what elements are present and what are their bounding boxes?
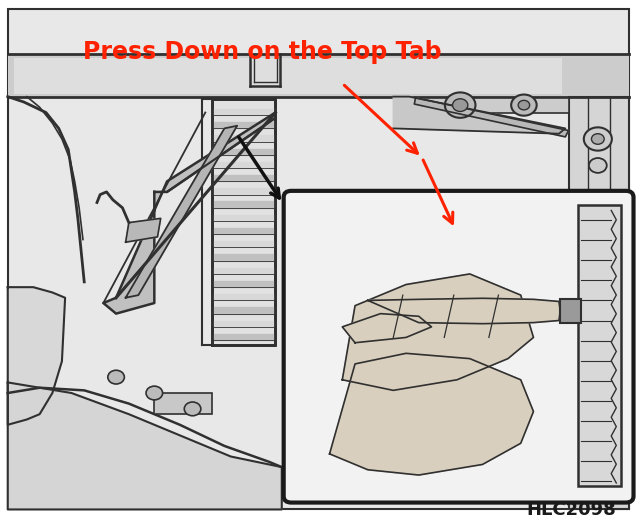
Bar [212,99,275,345]
Bar [396,98,568,113]
Circle shape [108,370,124,384]
Polygon shape [212,188,275,195]
Polygon shape [212,228,275,234]
Bar [568,97,629,510]
Polygon shape [212,307,275,314]
Polygon shape [212,109,275,115]
Polygon shape [212,268,275,274]
Circle shape [184,402,201,416]
Text: HLC2098: HLC2098 [527,501,616,519]
Polygon shape [212,281,275,287]
Polygon shape [212,122,275,128]
Polygon shape [212,294,275,301]
Polygon shape [212,320,275,327]
Polygon shape [212,148,275,155]
Circle shape [445,93,476,118]
FancyBboxPatch shape [284,191,634,503]
Polygon shape [394,97,565,134]
Polygon shape [125,218,161,242]
Bar [527,305,578,317]
Polygon shape [342,274,534,390]
Polygon shape [212,241,275,247]
Polygon shape [212,175,275,181]
Polygon shape [212,254,275,261]
Circle shape [146,386,163,400]
Polygon shape [414,98,568,137]
Bar [560,299,580,323]
Bar [578,205,621,486]
Polygon shape [103,113,275,314]
Polygon shape [212,215,275,221]
Text: Press Down on the Top Tab: Press Down on the Top Tab [83,40,442,64]
Polygon shape [212,202,275,208]
Polygon shape [212,135,275,142]
Circle shape [589,158,607,173]
Circle shape [591,134,604,144]
Circle shape [452,99,468,112]
Polygon shape [212,162,275,168]
Polygon shape [368,298,560,323]
Polygon shape [212,334,275,340]
Polygon shape [8,287,65,425]
Polygon shape [342,314,431,343]
Polygon shape [125,126,237,298]
Circle shape [518,101,530,110]
Polygon shape [8,383,282,510]
Bar [154,393,212,414]
Circle shape [511,95,537,115]
Bar [14,58,562,94]
Circle shape [584,127,612,151]
Bar [8,54,629,97]
Polygon shape [330,353,534,475]
